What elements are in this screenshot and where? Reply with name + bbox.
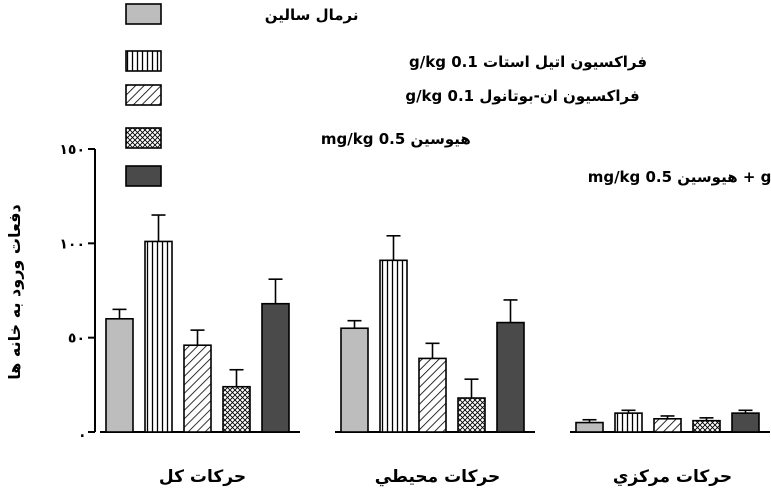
legend: نرمال سالين فراكسيون اتيل استات 0.1 g/kg ف…: [125, 3, 771, 187]
bar: [261, 302, 290, 433]
legend-swatch: [125, 165, 162, 187]
bar: [614, 412, 643, 433]
bar: [144, 240, 173, 433]
bar: [105, 317, 134, 433]
bar: [457, 397, 486, 433]
bar: [183, 344, 212, 433]
legend-label: فراكسيون ان-بوتانول 0.1 g/kg: [405, 87, 639, 105]
legend-swatch: [125, 3, 162, 25]
legend-label: فراكسيون اتيل استاتي 0.1 g/kg + هيوسين 0…: [588, 168, 771, 186]
category-label: حركات كل: [159, 467, 246, 487]
bar: [496, 321, 525, 433]
bar: [692, 419, 721, 433]
legend-swatch: [125, 50, 162, 72]
bar: [575, 421, 604, 433]
y-axis-label: دفعات ورود به خانه ها: [5, 204, 24, 379]
category-labels: حركات كل حركات محيطي حركات مركزي: [159, 467, 732, 487]
category-label: حركات محيطي: [375, 467, 501, 487]
legend-swatch: [125, 84, 162, 106]
category-label: حركات مركزي: [613, 467, 732, 487]
y-tick-label: ١٥٠: [59, 142, 85, 158]
bars-group: [105, 214, 760, 433]
legend-label: هيوسين 0.5 mg/kg: [321, 130, 471, 148]
bar: [731, 412, 760, 433]
legend-label: فراكسيون اتيل استات 0.1 g/kg: [409, 53, 647, 71]
y-ticks: . ٥٠ ١٠٠ ١٥٠: [59, 142, 95, 441]
bar: [379, 259, 408, 433]
y-tick-label: .: [80, 425, 85, 441]
y-tick-label: ١٠٠: [59, 236, 85, 252]
legend-swatch: [125, 127, 162, 149]
bar: [340, 327, 369, 433]
legend-label: نرمال سالين: [265, 6, 359, 24]
bar: [222, 385, 251, 433]
bar: [653, 417, 682, 433]
y-tick-label: ٥٠: [68, 331, 85, 347]
bar: [418, 357, 447, 433]
